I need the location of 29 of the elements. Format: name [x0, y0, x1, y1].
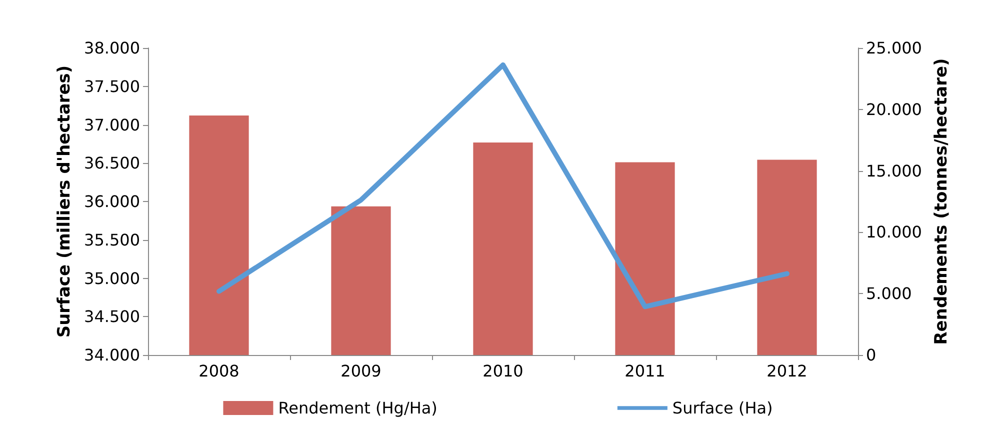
- y-tick-label: 35.000: [84, 268, 140, 288]
- legend-label: Surface (Ha): [672, 398, 773, 418]
- y-tick-label: 34.000: [84, 346, 140, 364]
- y-tick-label: 38.000: [84, 38, 140, 58]
- y2-tick-label: 10.000: [866, 222, 922, 242]
- y2-tick-label: 20.000: [866, 100, 922, 119]
- x-tick-label: 2011: [624, 362, 666, 380]
- y-tick-label: 36.000: [84, 192, 140, 211]
- y-tick-label: 34.500: [84, 307, 140, 326]
- x-tick-label: 2012: [766, 362, 808, 380]
- y-axis-title: Surface (milliers d'hectares): [54, 65, 75, 338]
- y2-axis-title: Rendements (tonnes/hectare): [931, 58, 952, 345]
- legend-label: Rendement (Hg/Ha): [278, 398, 438, 418]
- y2-tick-label: 25.000: [866, 38, 922, 58]
- y2-tick-label: 15.000: [866, 161, 922, 180]
- bar: [757, 160, 817, 355]
- bar: [331, 206, 391, 355]
- y-tick-label: 35.500: [84, 230, 140, 250]
- x-tick-label: 2009: [340, 362, 382, 380]
- bar: [189, 116, 249, 355]
- bar: [615, 162, 675, 355]
- x-tick-label: 2010: [482, 362, 524, 380]
- y-tick-label: 37.500: [84, 76, 140, 96]
- x-tick-label: 2008: [198, 362, 240, 380]
- y2-tick-label: 0: [866, 346, 876, 364]
- y-tick-label: 36.500: [84, 154, 140, 173]
- bar: [473, 142, 533, 355]
- y-tick-label: 37.000: [84, 115, 140, 134]
- y2-tick-label: 5.000: [866, 284, 912, 304]
